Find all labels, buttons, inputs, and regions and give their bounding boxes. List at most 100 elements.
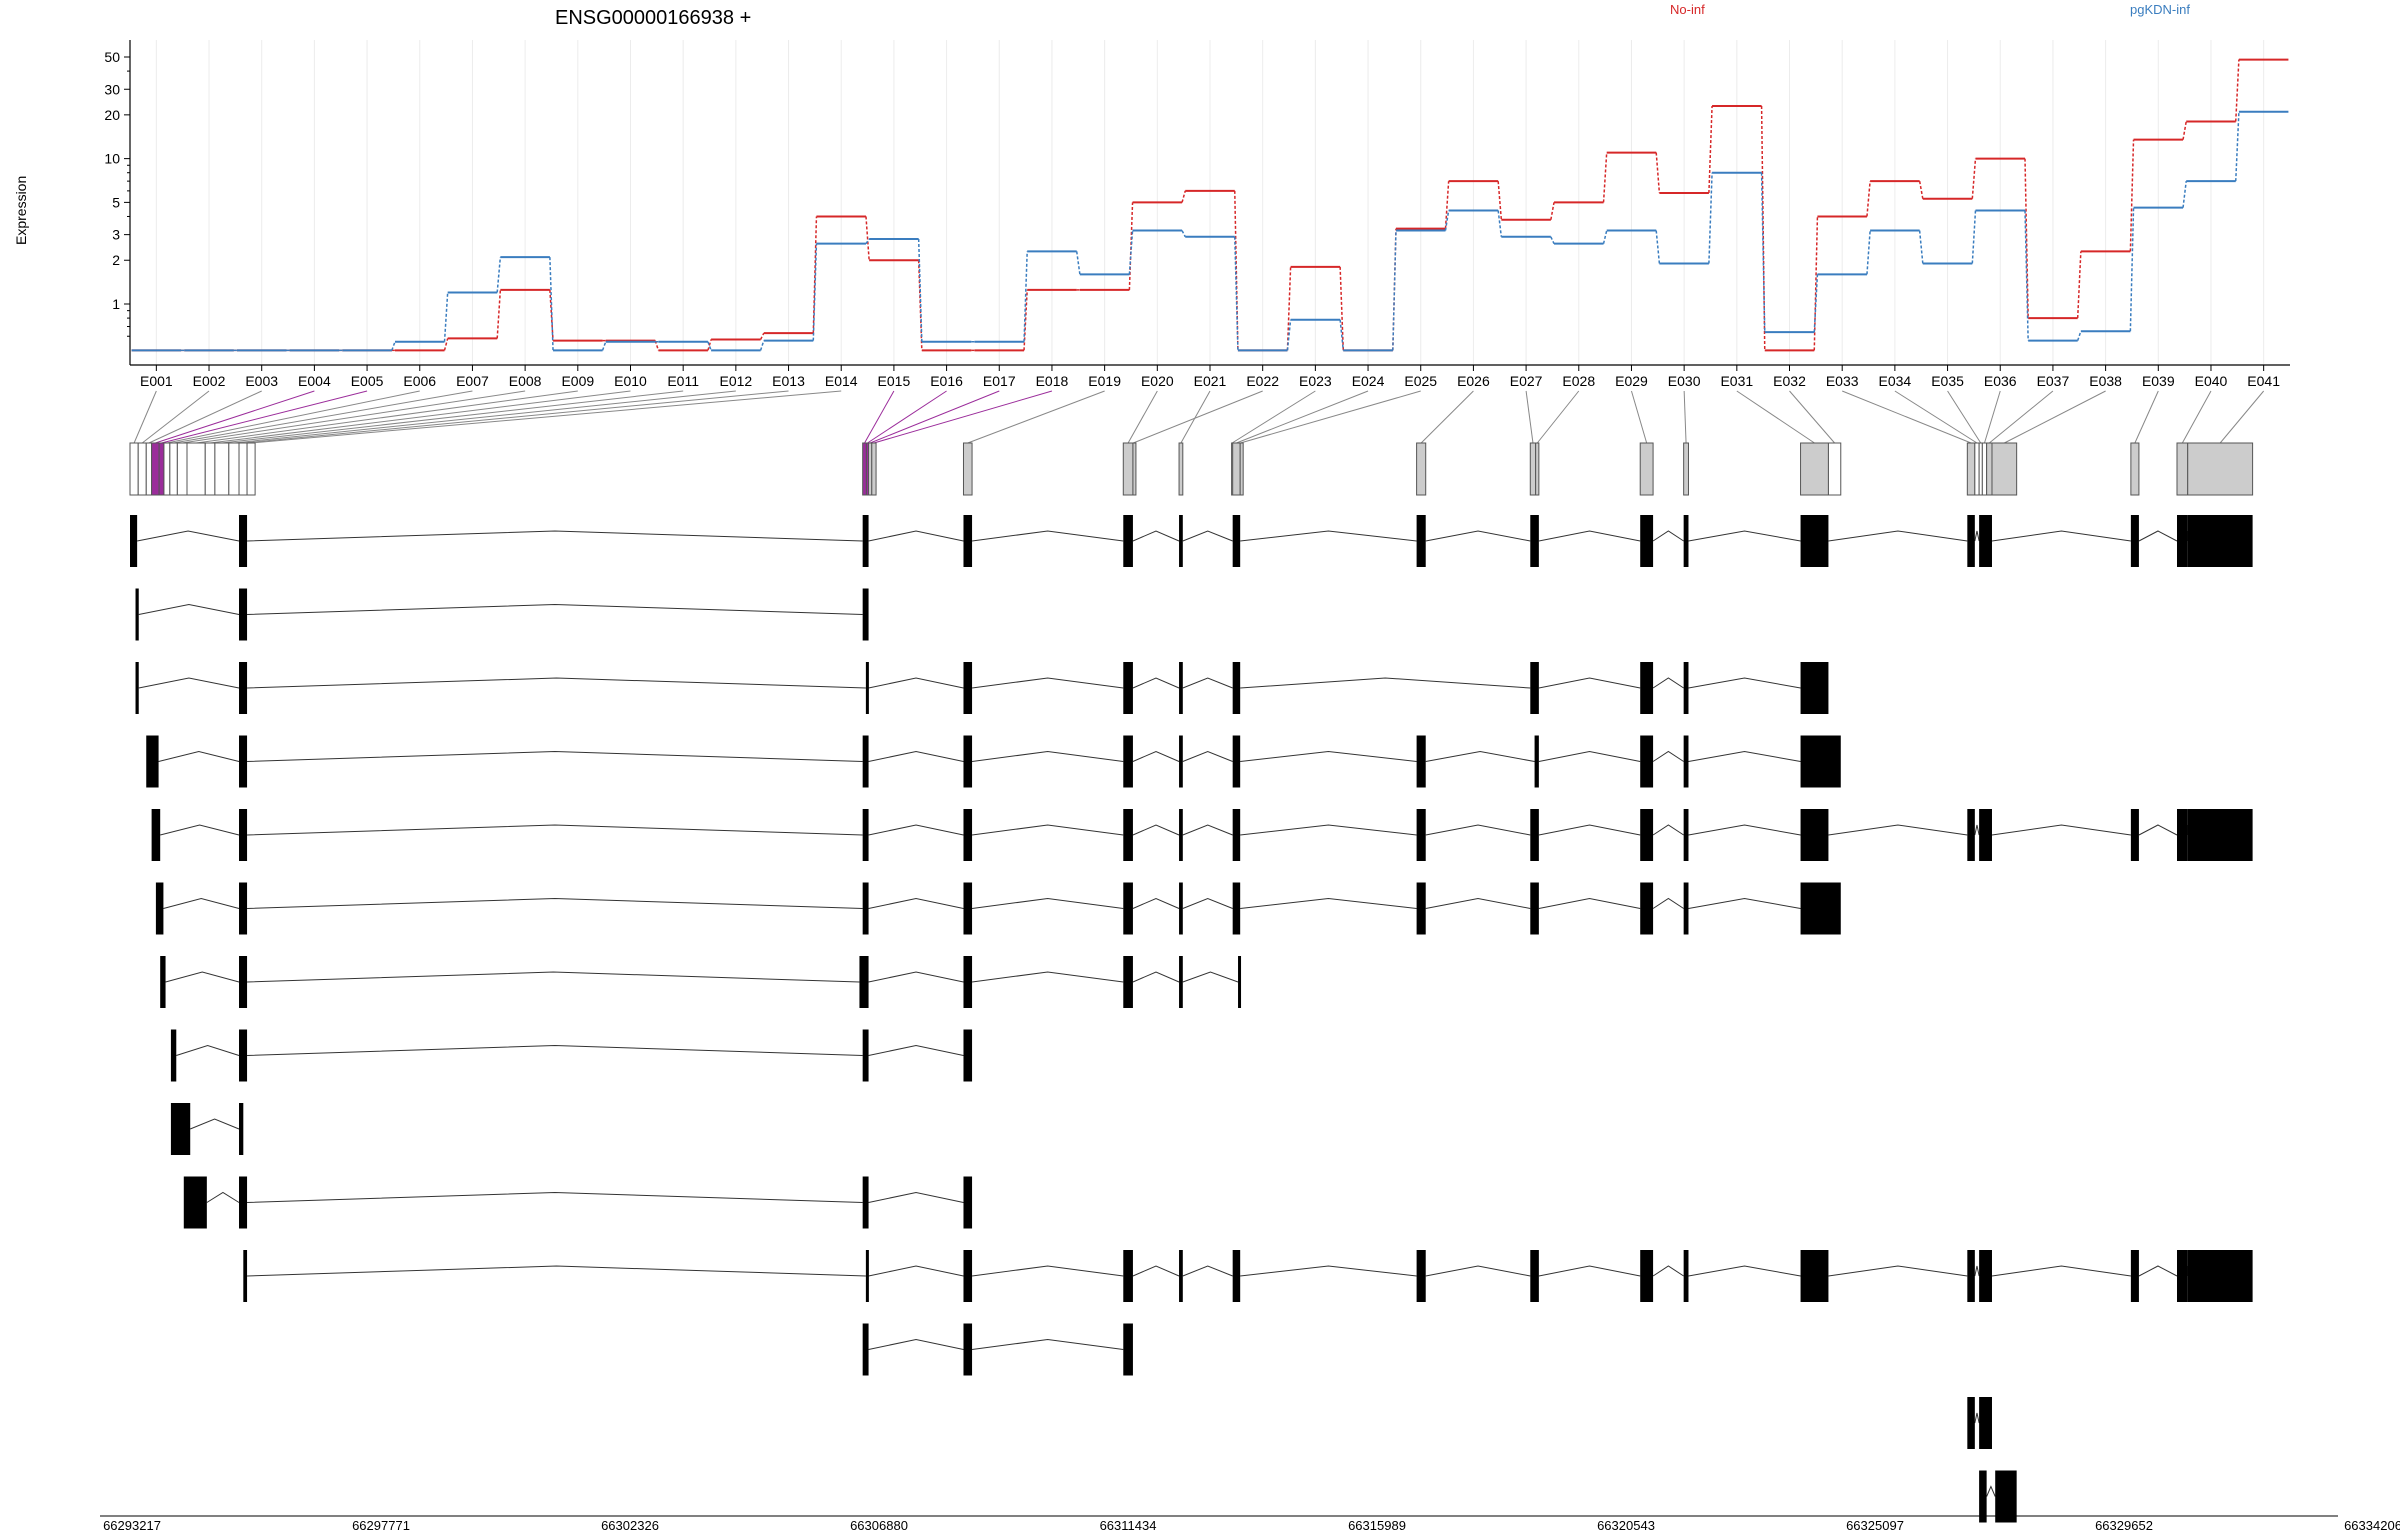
- x-tick-label: E027: [1510, 373, 1543, 389]
- transcript-row: [862, 1323, 1133, 1376]
- transcript-exon: [2130, 515, 2139, 567]
- transcript-exon: [2176, 1250, 2188, 1302]
- series-link: [1760, 172, 1766, 333]
- transcript-exon: [1800, 515, 1829, 567]
- transcript-row: [1979, 1470, 2017, 1523]
- intron: [1132, 750, 1180, 762]
- intron: [247, 971, 860, 983]
- intron: [1991, 530, 2131, 542]
- intron: [1986, 1485, 1996, 1497]
- x-tick-label: E040: [2195, 373, 2228, 389]
- intron: [1425, 897, 1531, 909]
- intron: [2138, 1265, 2178, 1277]
- intron: [247, 824, 863, 836]
- series-link: [1181, 190, 1186, 203]
- exon-bin: [1535, 442, 1540, 496]
- transcript-exon: [1979, 1250, 1992, 1302]
- intron: [1538, 677, 1641, 689]
- bin-connector: [1536, 390, 1580, 444]
- transcript-exon: [1123, 1250, 1133, 1302]
- transcript-exon: [160, 956, 166, 1008]
- bin-connector: [161, 390, 368, 444]
- series-link: [1181, 230, 1186, 238]
- coord-tick-label: 66302326: [601, 1518, 659, 1530]
- bin-connector: [141, 390, 210, 444]
- intron: [1828, 530, 1968, 542]
- series-link: [1286, 266, 1292, 351]
- transcript-exon: [859, 956, 869, 1008]
- series-link: [391, 341, 396, 351]
- transcript-exon: [1683, 882, 1689, 935]
- genomic-coordinate-axis: 66293217 66297771 66302326 66306880 66311434…: [100, 1515, 2400, 1530]
- transcript-exon: [1179, 515, 1183, 567]
- transcript-exon: [135, 588, 139, 641]
- bin-connector: [1236, 390, 1369, 444]
- exon-bin: [862, 442, 867, 496]
- bin-connector: [148, 390, 262, 444]
- transcript-exon: [865, 662, 869, 714]
- x-tick-label: E035: [1931, 373, 1964, 389]
- x-tick-label: E039: [2142, 373, 2175, 389]
- intron: [1182, 824, 1233, 836]
- transcript-exon: [239, 1176, 248, 1229]
- transcript-exon: [1123, 882, 1133, 935]
- series-link: [1918, 181, 1924, 199]
- intron: [868, 677, 964, 689]
- series-link: [812, 243, 818, 341]
- transcript-exon: [1123, 662, 1133, 714]
- transcript-exon: [146, 735, 159, 788]
- series-link: [1655, 152, 1661, 194]
- x-tick-label: E010: [614, 373, 647, 389]
- transcript-exon: [1967, 809, 1975, 861]
- intron: [1538, 1265, 1641, 1277]
- exon-bin: [158, 442, 165, 496]
- series-link: [2182, 121, 2187, 140]
- intron: [206, 1191, 240, 1203]
- transcript-row: [160, 956, 1242, 1008]
- x-tick-label: E031: [1720, 373, 1753, 389]
- exon-bin: [871, 442, 877, 496]
- y-tick-label: 5: [112, 194, 120, 210]
- coord-tick-label: 66293217: [103, 1518, 161, 1530]
- x-tick-label: E023: [1299, 373, 1332, 389]
- bin-connector: [2181, 390, 2212, 444]
- series-link: [759, 332, 765, 340]
- bin-connector: [873, 390, 1053, 444]
- transcript-exon: [130, 515, 138, 567]
- series-link: [2076, 330, 2082, 341]
- coord-tick-label: 66311434: [1100, 1518, 1157, 1530]
- exon-bin: [1991, 442, 2018, 496]
- exon-bin: [204, 442, 216, 496]
- exon-bin: [1416, 442, 1427, 496]
- coord-tick-label: 66334206: [2344, 1518, 2400, 1530]
- legend-no-inf: No-inf: [1670, 2, 1705, 17]
- bin-connector: [867, 390, 947, 444]
- intron: [971, 897, 1124, 909]
- exon-bin: [169, 442, 178, 496]
- bin-connector: [196, 390, 578, 444]
- intron: [247, 677, 866, 689]
- intron: [1688, 897, 1801, 909]
- intron: [971, 530, 1124, 542]
- x-tick-label: E028: [1562, 373, 1595, 389]
- y-tick-label: 2: [112, 252, 120, 268]
- intron: [1132, 824, 1180, 836]
- bin-connector: [1988, 390, 2054, 444]
- series-link: [1339, 319, 1345, 351]
- transcript-models: [130, 515, 2253, 1523]
- intron: [971, 824, 1124, 836]
- intron: [971, 677, 1124, 689]
- intron: [1132, 971, 1180, 983]
- transcript-exon: [963, 1250, 973, 1302]
- y-tick-label: 1: [112, 296, 120, 312]
- transcript-exon: [1979, 1397, 1992, 1449]
- transcript-row: [146, 735, 1841, 788]
- intron: [190, 1118, 240, 1130]
- series-link: [759, 340, 765, 351]
- intron: [1538, 530, 1641, 542]
- coord-tick-label: 66315989: [1348, 1518, 1406, 1530]
- transcript-exon: [239, 882, 248, 935]
- series-link: [2129, 207, 2135, 332]
- transcript-exon: [2130, 809, 2139, 861]
